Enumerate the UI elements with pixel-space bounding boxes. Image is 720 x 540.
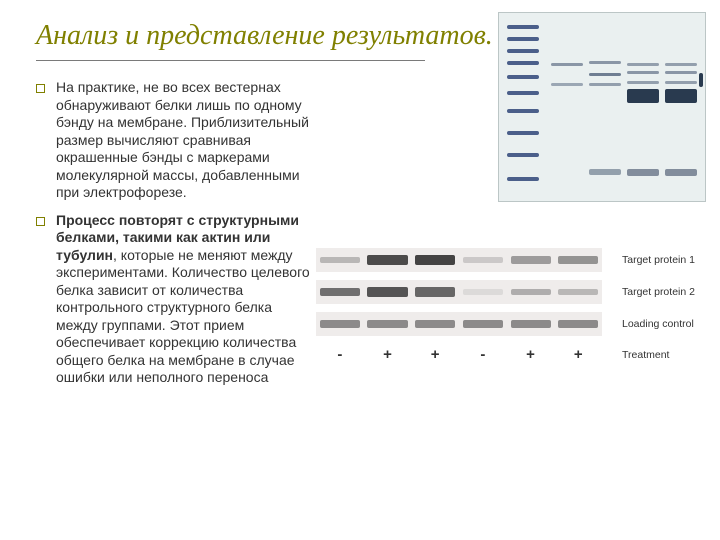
gel-band [627, 89, 659, 103]
blot-band [415, 255, 455, 265]
blot-label: Loading control [622, 318, 706, 330]
gel-band [665, 169, 697, 176]
treatment-mark: + [507, 346, 555, 363]
blot-band [320, 320, 360, 328]
blot-lane [316, 312, 364, 336]
bullet-text: , которые не меняют между экспериментами… [56, 247, 310, 386]
treatment-mark: - [459, 346, 507, 363]
blot-lane [411, 312, 459, 336]
treatment-mark: + [364, 346, 412, 363]
gel-ladder-band [507, 75, 539, 79]
blot-lane [316, 248, 364, 272]
blot-strip [316, 280, 602, 304]
blot-lane [364, 248, 412, 272]
gel-band [627, 63, 659, 66]
blot-lane [316, 280, 364, 304]
gel-band [589, 169, 621, 175]
bullet-item: На практике, не во всех вестернах обнару… [50, 79, 316, 202]
blot-lane [364, 312, 412, 336]
blot-band [320, 288, 360, 297]
blot-band [511, 320, 551, 328]
blot-band [415, 320, 455, 328]
gel-lane [665, 13, 697, 201]
blot-strip [316, 312, 602, 336]
gel-lane-edge [699, 13, 703, 201]
gel-ladder-band [507, 153, 539, 157]
text-column: На практике, не во всех вестернах обнару… [36, 79, 316, 397]
blot-band [558, 289, 598, 296]
blot-lane [554, 280, 602, 304]
blot-lane [459, 280, 507, 304]
blot-band [463, 320, 503, 328]
blot-row: Target protein 1 [316, 248, 706, 272]
treatment-mark: + [411, 346, 459, 363]
blot-lane [459, 312, 507, 336]
treatment-marks: -++-++ [316, 346, 602, 363]
blot-band [367, 255, 407, 265]
gel-image [498, 12, 706, 202]
slide: Анализ и представление результатов. На п… [0, 0, 720, 540]
gel-band [627, 81, 659, 84]
gel-lane [627, 13, 659, 201]
blot-label: Target protein 1 [622, 254, 706, 266]
blot-lane [459, 248, 507, 272]
blot-band [511, 256, 551, 263]
treatment-row: -++-++Treatment [316, 346, 706, 363]
blot-lane [364, 280, 412, 304]
blot-lane [507, 312, 555, 336]
gel-band [665, 81, 697, 84]
gel-band [551, 83, 583, 86]
blot-lane [507, 248, 555, 272]
blot-band [367, 320, 407, 328]
blot-row: Target protein 2 [316, 280, 706, 304]
blot-band [511, 289, 551, 296]
blot-strip [316, 248, 602, 272]
gel-lane [589, 13, 621, 201]
blot-lane [507, 280, 555, 304]
gel-ladder-band [507, 91, 539, 95]
blot-band [463, 257, 503, 263]
gel-ladder-band [507, 61, 539, 65]
blot-lane [554, 312, 602, 336]
gel-band [665, 71, 697, 74]
blot-label: Target protein 2 [622, 286, 706, 298]
blot-band [558, 320, 598, 328]
blot-lane [554, 248, 602, 272]
blot-band [463, 289, 503, 294]
gel-band [551, 63, 583, 66]
gel-band [627, 169, 659, 176]
gel-ladder-band [507, 109, 539, 113]
gel-band [665, 63, 697, 66]
treatment-label: Treatment [622, 349, 706, 361]
gel-band [627, 71, 659, 74]
gel-band [699, 73, 703, 87]
gel-band [589, 83, 621, 86]
gel-ladder-band [507, 25, 539, 29]
gel-ladder-lane [507, 13, 539, 201]
gel-ladder-band [507, 49, 539, 53]
gel-ladder-band [507, 131, 539, 135]
gel-lane [551, 13, 583, 201]
gel-ladder-band [507, 37, 539, 41]
gel-band [665, 89, 697, 103]
blot-band [320, 257, 360, 264]
bullet-list: На практике, не во всех вестернах обнару… [36, 79, 316, 387]
title-rule [36, 60, 425, 61]
blot-row: Loading control [316, 312, 706, 336]
blot-band [367, 287, 407, 297]
blot-band [558, 256, 598, 264]
gel-ladder-band [507, 177, 539, 181]
treatment-mark: + [554, 346, 602, 363]
blot-panel: Target protein 1 Target protein 2 Loading … [316, 248, 706, 363]
treatment-mark: - [316, 346, 364, 363]
blot-lane [411, 280, 459, 304]
blot-lane [411, 248, 459, 272]
gel-band [589, 61, 621, 64]
blot-band [415, 287, 455, 296]
bullet-text: На практике, не во всех вестернах обнару… [56, 79, 309, 200]
gel-band [589, 73, 621, 76]
bullet-item: Процесс повторят с структурными белками,… [50, 212, 316, 387]
